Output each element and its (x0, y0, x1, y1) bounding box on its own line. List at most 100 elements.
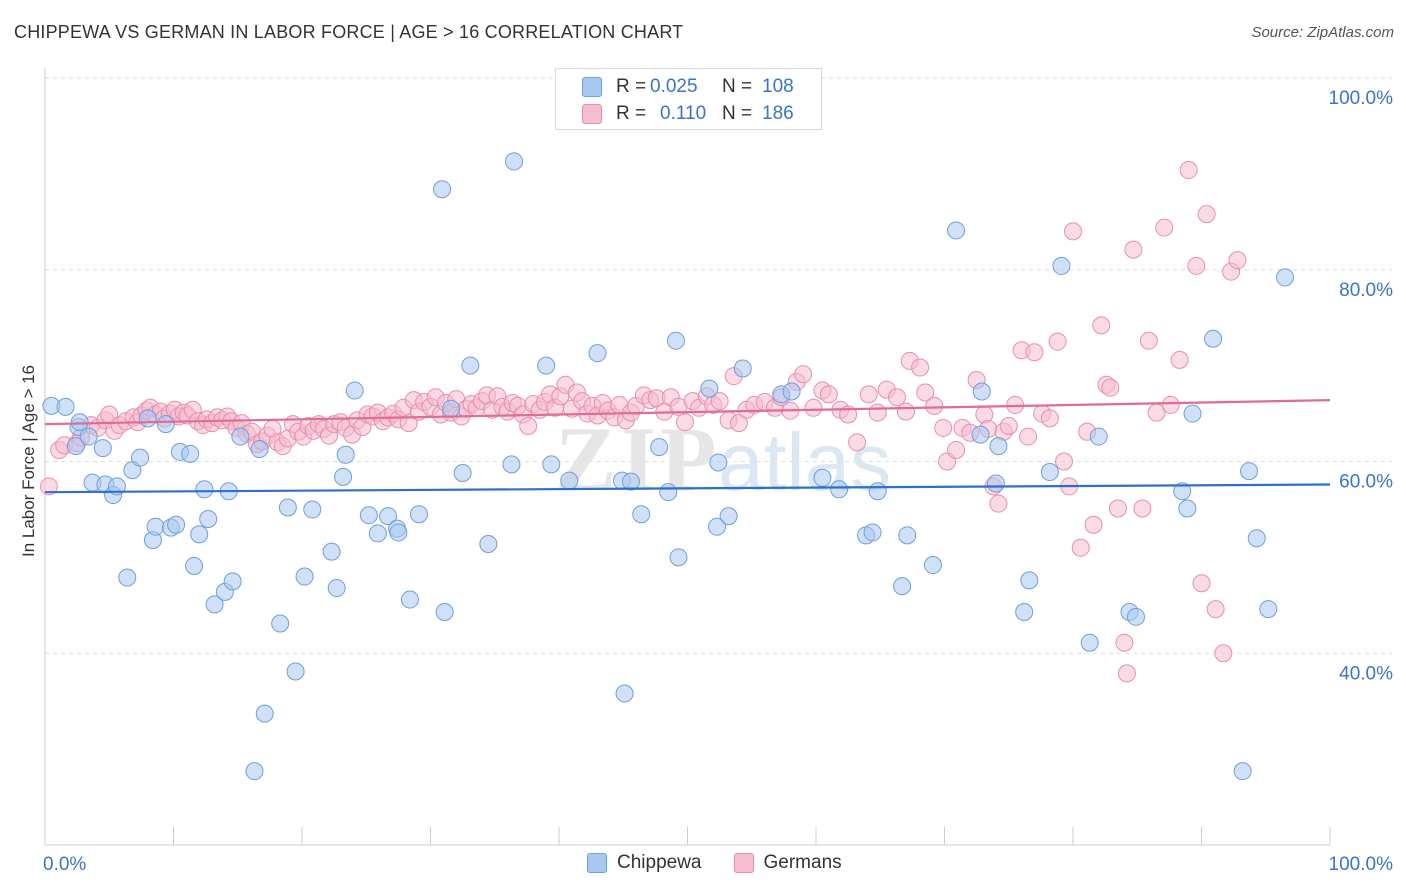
germans-point (1155, 218, 1174, 237)
chippewa-point (334, 467, 353, 486)
chippewa-point (118, 568, 137, 587)
chippewa-point (1040, 463, 1059, 482)
n-value: 186 (762, 103, 794, 124)
chippewa-point (1089, 427, 1108, 446)
chippewa-point (286, 662, 305, 681)
chippewa-point (947, 221, 966, 240)
chippewa-point (782, 382, 801, 401)
chippewa-point (1276, 268, 1295, 287)
r-label: R = (616, 103, 647, 124)
germans-point (1124, 240, 1143, 259)
chippewa-point (650, 438, 669, 457)
chippewa-point (1259, 600, 1278, 619)
chippewa-point (669, 548, 688, 567)
germans-point (1055, 452, 1074, 471)
chippewa-point (195, 480, 214, 499)
chippewa-point (1233, 762, 1252, 781)
chippewa-point (138, 409, 157, 428)
chippewa-point (898, 526, 917, 545)
y-tick-label: 40.0% (1339, 663, 1393, 684)
germans-point (729, 414, 748, 433)
chippewa-point (505, 152, 524, 171)
germans-point (1071, 538, 1090, 557)
chippewa-point (632, 505, 651, 524)
watermark-text: atlas (718, 417, 891, 508)
chippewa-point (537, 356, 556, 375)
chippewa-point (542, 455, 561, 474)
chippewa-point (708, 517, 727, 536)
chippewa-point (271, 614, 290, 633)
germans-point (916, 383, 935, 402)
chippewa-point (1126, 607, 1145, 626)
chippewa-point (185, 557, 204, 576)
chippewa-point (278, 498, 297, 517)
germans-point (1197, 205, 1216, 224)
chippewa-point (379, 507, 398, 526)
germans-point (859, 385, 878, 404)
germans-legend-swatch (733, 853, 754, 873)
source-label: Source: ZipAtlas.com (1251, 24, 1394, 41)
chippewa-point (1183, 404, 1202, 423)
germans-point (1214, 644, 1233, 663)
germans-point (1187, 256, 1206, 275)
germans-point (1170, 350, 1189, 369)
chippewa-point (1080, 633, 1099, 652)
chippewa-point (502, 455, 521, 474)
chippewa-point (1204, 329, 1223, 348)
chippewa-point (205, 595, 224, 614)
chippewa-point (1052, 256, 1071, 275)
chippewa-point (989, 437, 1008, 456)
chippewa-point (255, 704, 274, 723)
n-label: N = (722, 76, 753, 97)
germans-point (911, 358, 930, 377)
chippewa-point (700, 379, 719, 398)
legend-item-chippewa[interactable]: Chippewa (587, 852, 702, 874)
germans-point (1139, 331, 1158, 350)
germans-point (1064, 222, 1082, 241)
n-label: N = (722, 103, 753, 124)
germans-point (1161, 395, 1180, 414)
germans-point (794, 365, 813, 384)
chippewa-point (588, 344, 607, 363)
germans-point (896, 402, 915, 421)
chippewa-point (295, 567, 314, 586)
germans-point (1179, 161, 1198, 180)
chippewa-point (66, 437, 85, 456)
germans-point (947, 440, 966, 459)
germans-point (39, 477, 58, 496)
chippewa-point (250, 440, 269, 459)
chippewa-point (336, 445, 355, 464)
germans-point (1084, 515, 1103, 534)
chippewa-point (986, 474, 1005, 493)
chippewa-point (923, 556, 942, 575)
chippewa-point (303, 500, 322, 519)
germans-trend-line (44, 399, 1331, 426)
chippewa-point (327, 579, 346, 598)
chippewa-point (560, 471, 579, 490)
axes (44, 68, 1331, 846)
germans-point (868, 403, 887, 422)
stats-row-chippewa: R = 0.025 N = 108 (582, 75, 794, 99)
chippewa-point (461, 356, 480, 375)
germans-point (519, 417, 538, 436)
germans-point (819, 385, 838, 404)
gridlines (45, 77, 1392, 654)
data-points (39, 152, 1295, 781)
chippewa-point (709, 453, 728, 472)
r-label: R = (616, 76, 647, 97)
germans-point (1025, 343, 1044, 362)
chippewa-point (389, 523, 408, 542)
germans-point (1048, 332, 1067, 351)
legend-item-germans[interactable]: Germans (733, 852, 842, 874)
chippewa-point (868, 482, 887, 501)
chippewa-point (131, 448, 150, 467)
r-value: 0.110 (660, 103, 707, 124)
germans-point (1092, 316, 1111, 335)
chippewa-point (893, 577, 912, 596)
x-tick-label: 0.0% (43, 854, 86, 875)
germans-point (710, 392, 729, 411)
germans-point (1101, 378, 1120, 397)
chippewa-point (659, 483, 678, 502)
chippewa-point (400, 590, 419, 609)
